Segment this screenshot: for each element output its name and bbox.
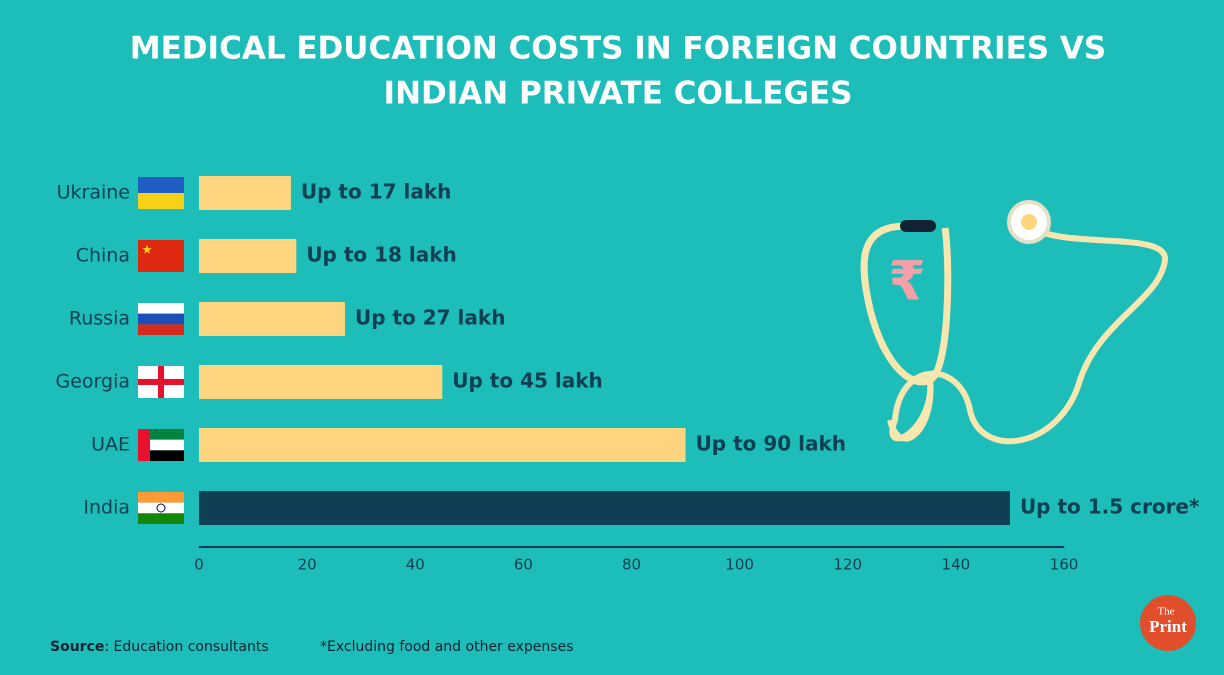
value-label: Up to 90 lakh bbox=[696, 432, 846, 456]
bar bbox=[199, 491, 1010, 525]
bar bbox=[199, 302, 345, 336]
bar bbox=[199, 176, 291, 210]
flag-part bbox=[138, 240, 184, 272]
x-tick-label: 0 bbox=[194, 556, 204, 574]
flag-part bbox=[138, 379, 184, 385]
svg-text:₹: ₹ bbox=[888, 250, 926, 313]
flag bbox=[138, 429, 184, 461]
bar bbox=[199, 428, 686, 462]
flag-part bbox=[138, 429, 184, 440]
flag-part bbox=[138, 429, 150, 461]
x-tick-label: 100 bbox=[725, 556, 754, 574]
flag-part bbox=[138, 303, 184, 314]
source: Source: Education consultants bbox=[50, 639, 269, 655]
value-label: Up to 18 lakh bbox=[306, 243, 456, 267]
logo-text: Print bbox=[1149, 617, 1187, 636]
x-tick-label: 140 bbox=[942, 556, 971, 574]
value-label: Up to 27 lakh bbox=[355, 306, 505, 330]
flag bbox=[138, 177, 184, 209]
flag-part bbox=[138, 313, 184, 325]
y-tick-label: Georgia bbox=[56, 371, 131, 393]
chart-title: INDIAN PRIVATE COLLEGES bbox=[384, 76, 853, 112]
flag-part bbox=[138, 450, 184, 461]
source-text: : Education consultants bbox=[104, 639, 268, 655]
logo: The Print bbox=[1140, 595, 1196, 651]
y-tick-label: Ukraine bbox=[57, 182, 130, 204]
flag-part bbox=[138, 513, 184, 524]
y-tick-label: Russia bbox=[69, 308, 130, 330]
y-tick-label: India bbox=[83, 497, 130, 519]
footnote: *Excluding food and other expenses bbox=[320, 639, 574, 655]
value-label: Up to 45 lakh bbox=[452, 369, 602, 393]
flag-part bbox=[138, 439, 184, 451]
logo-badge bbox=[1140, 595, 1196, 651]
bar bbox=[199, 365, 443, 399]
flag-part bbox=[138, 177, 184, 193]
value-label: Up to 1.5 crore* bbox=[1020, 495, 1200, 519]
flag bbox=[138, 366, 184, 398]
y-tick-label: China bbox=[76, 245, 130, 267]
flag-part bbox=[138, 324, 184, 335]
x-tick-label: 80 bbox=[622, 556, 641, 574]
flag: ★ bbox=[138, 240, 184, 272]
flag-part bbox=[138, 502, 184, 514]
bar bbox=[199, 239, 297, 273]
x-tick-label: 20 bbox=[298, 556, 317, 574]
x-tick-label: 40 bbox=[406, 556, 425, 574]
x-tick-label: 60 bbox=[514, 556, 533, 574]
value-label: Up to 17 lakh bbox=[301, 180, 451, 204]
flag bbox=[138, 303, 184, 335]
flag-part bbox=[138, 193, 184, 209]
x-tick-label: 120 bbox=[833, 556, 862, 574]
flag-part bbox=[156, 503, 166, 513]
y-tick-label: UAE bbox=[91, 434, 130, 456]
flag bbox=[138, 492, 184, 524]
logo-text: The bbox=[1157, 606, 1174, 618]
flag-part bbox=[138, 492, 184, 503]
chart-title: MEDICAL EDUCATION COSTS IN FOREIGN COUNT… bbox=[130, 31, 1106, 67]
x-tick-label: 160 bbox=[1050, 556, 1079, 574]
flag-part: ★ bbox=[142, 243, 153, 257]
stethoscope: ₹ bbox=[860, 200, 1168, 445]
source-label: Source bbox=[50, 639, 104, 655]
